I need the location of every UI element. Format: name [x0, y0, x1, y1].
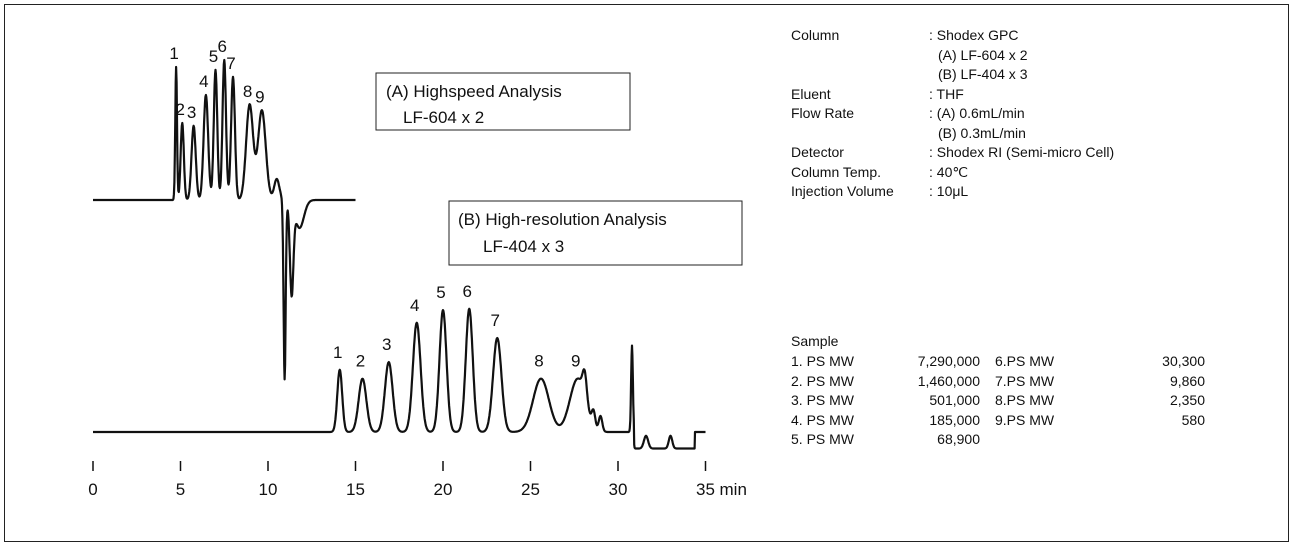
condition-row: Column : Shodex GPC: [791, 27, 1251, 45]
sample-left-mw: 1,460,000: [917, 372, 980, 389]
series-b-peak-label: 9: [571, 352, 580, 371]
series-b-peak-label: 6: [463, 282, 472, 301]
condition-row: Detector : Shodex RI (Semi-micro Cell): [791, 144, 1251, 162]
series-a-peak-label: 3: [187, 103, 196, 122]
condition-row: Column Temp. : 40℃: [791, 164, 1251, 182]
sample-left-mw: 68,900: [937, 431, 980, 447]
condition-value: : 40℃: [929, 163, 969, 180]
x-tick-label: 25: [521, 480, 540, 499]
legend-a: (A) Highspeed Analysis LF-604 x 2: [375, 72, 631, 131]
sample-right-name: 7.PS MW: [995, 372, 1055, 389]
condition-value: : Shodex RI (Semi-micro Cell): [929, 144, 1115, 160]
legend-a-column: LF-604 x 2: [403, 108, 484, 127]
sample-right-mw: 9,860: [1169, 372, 1205, 389]
x-tick-label: 35: [696, 480, 715, 499]
condition-key: Injection Volume: [791, 183, 894, 199]
sample-right-name: 6.PS MW: [995, 353, 1055, 369]
condition-value: : Shodex GPC: [929, 27, 1019, 43]
legend-b-box: [448, 200, 743, 266]
series-b-peak-label: 1: [333, 343, 342, 362]
x-unit-label: min: [720, 480, 747, 499]
series-a-peak-label: 9: [255, 87, 264, 106]
series-a-peak-label: 7: [226, 54, 235, 73]
series-b-peak-label: 3: [382, 335, 391, 354]
series-b-line: [92, 307, 707, 450]
series-a-peak-label: 6: [218, 37, 227, 56]
sample-left-name: 1. PS MW: [791, 353, 855, 369]
legend-a-box: [375, 72, 631, 131]
x-tick-label: 5: [176, 480, 185, 499]
condition-value: (B) 0.3mL/min: [938, 124, 1026, 141]
condition-key: Flow Rate: [791, 105, 855, 121]
conditions-panel: Column : Shodex GPC (A) LF-604 x 2 (B) LF-4…: [791, 27, 1251, 307]
series-b-peak-label: 4: [410, 296, 419, 315]
condition-value: (A) LF-604 x 2: [938, 46, 1028, 63]
sample-left-mw: 185,000: [929, 411, 980, 428]
series-a-line: [92, 58, 357, 381]
x-tick-label: 0: [88, 480, 97, 499]
series-a-peak-label: 4: [199, 72, 208, 91]
series-a-peak-label: 8: [243, 82, 252, 101]
sample-left-mw: 7,290,000: [917, 353, 980, 369]
series-a-peak-label: 1: [169, 44, 178, 63]
condition-key: Column Temp.: [791, 163, 882, 180]
sample-right-name: 8.PS MW: [995, 392, 1055, 408]
x-tick-label: 30: [609, 480, 628, 499]
series-b-peak-label: 2: [356, 352, 365, 371]
series-b-peak-label: 7: [491, 311, 500, 330]
condition-row: (A) LF-604 x 2: [791, 47, 1251, 65]
legend-b-column: LF-404 x 3: [483, 237, 564, 256]
x-tick-label: 15: [346, 480, 365, 499]
condition-row: Injection Volume : 10μL: [791, 183, 1251, 201]
x-axis: 0 5 10 15 20 25 30 35 min: [88, 461, 747, 499]
legend-b: (B) High-resolution Analysis LF-404 x 3: [448, 200, 743, 266]
condition-value: : (A) 0.6mL/min: [929, 105, 1025, 121]
series-a-peak-label: 2: [176, 100, 185, 119]
sample-left-name: 2. PS MW: [791, 372, 855, 389]
condition-key: Detector: [791, 144, 844, 160]
condition-row: (B) 0.3mL/min: [791, 125, 1251, 143]
condition-value: : THF: [929, 85, 964, 102]
condition-key: Eluent: [791, 85, 831, 102]
series-a-peak-label: 5: [209, 47, 218, 66]
condition-value: (B) LF-404 x 3: [938, 66, 1028, 82]
x-tick-label: 20: [434, 480, 453, 499]
sample-right-mw: 580: [1181, 411, 1205, 428]
sample-right-mw: 2,350: [1169, 392, 1205, 408]
condition-row: Flow Rate : (A) 0.6mL/min: [791, 105, 1251, 123]
sample-panel: Sample 1. PS MW 7,290,000 2. PS MW 1,460,00…: [791, 333, 1251, 473]
series-b-peak-label: 8: [534, 352, 543, 371]
sample-left-mw: 501,000: [929, 392, 980, 408]
condition-value: : 10μL: [929, 183, 969, 199]
sample-left-name: 3. PS MW: [791, 392, 855, 408]
condition-row: (B) LF-404 x 3: [791, 66, 1251, 84]
series-b-peak-label: 5: [436, 283, 445, 302]
sample-left-name: 4. PS MW: [791, 411, 855, 428]
condition-key: Column: [791, 27, 840, 43]
legend-b-title: (B) High-resolution Analysis: [458, 210, 667, 229]
x-tick-label: 10: [259, 480, 278, 499]
sample-right-mw: 30,300: [1162, 353, 1205, 369]
sample-title: Sample: [791, 333, 839, 349]
condition-row: Eluent : THF: [791, 86, 1251, 104]
legend-a-title: (A) Highspeed Analysis: [386, 82, 562, 101]
sample-left-name: 5. PS MW: [791, 431, 855, 447]
sample-right-name: 9.PS MW: [995, 411, 1055, 428]
